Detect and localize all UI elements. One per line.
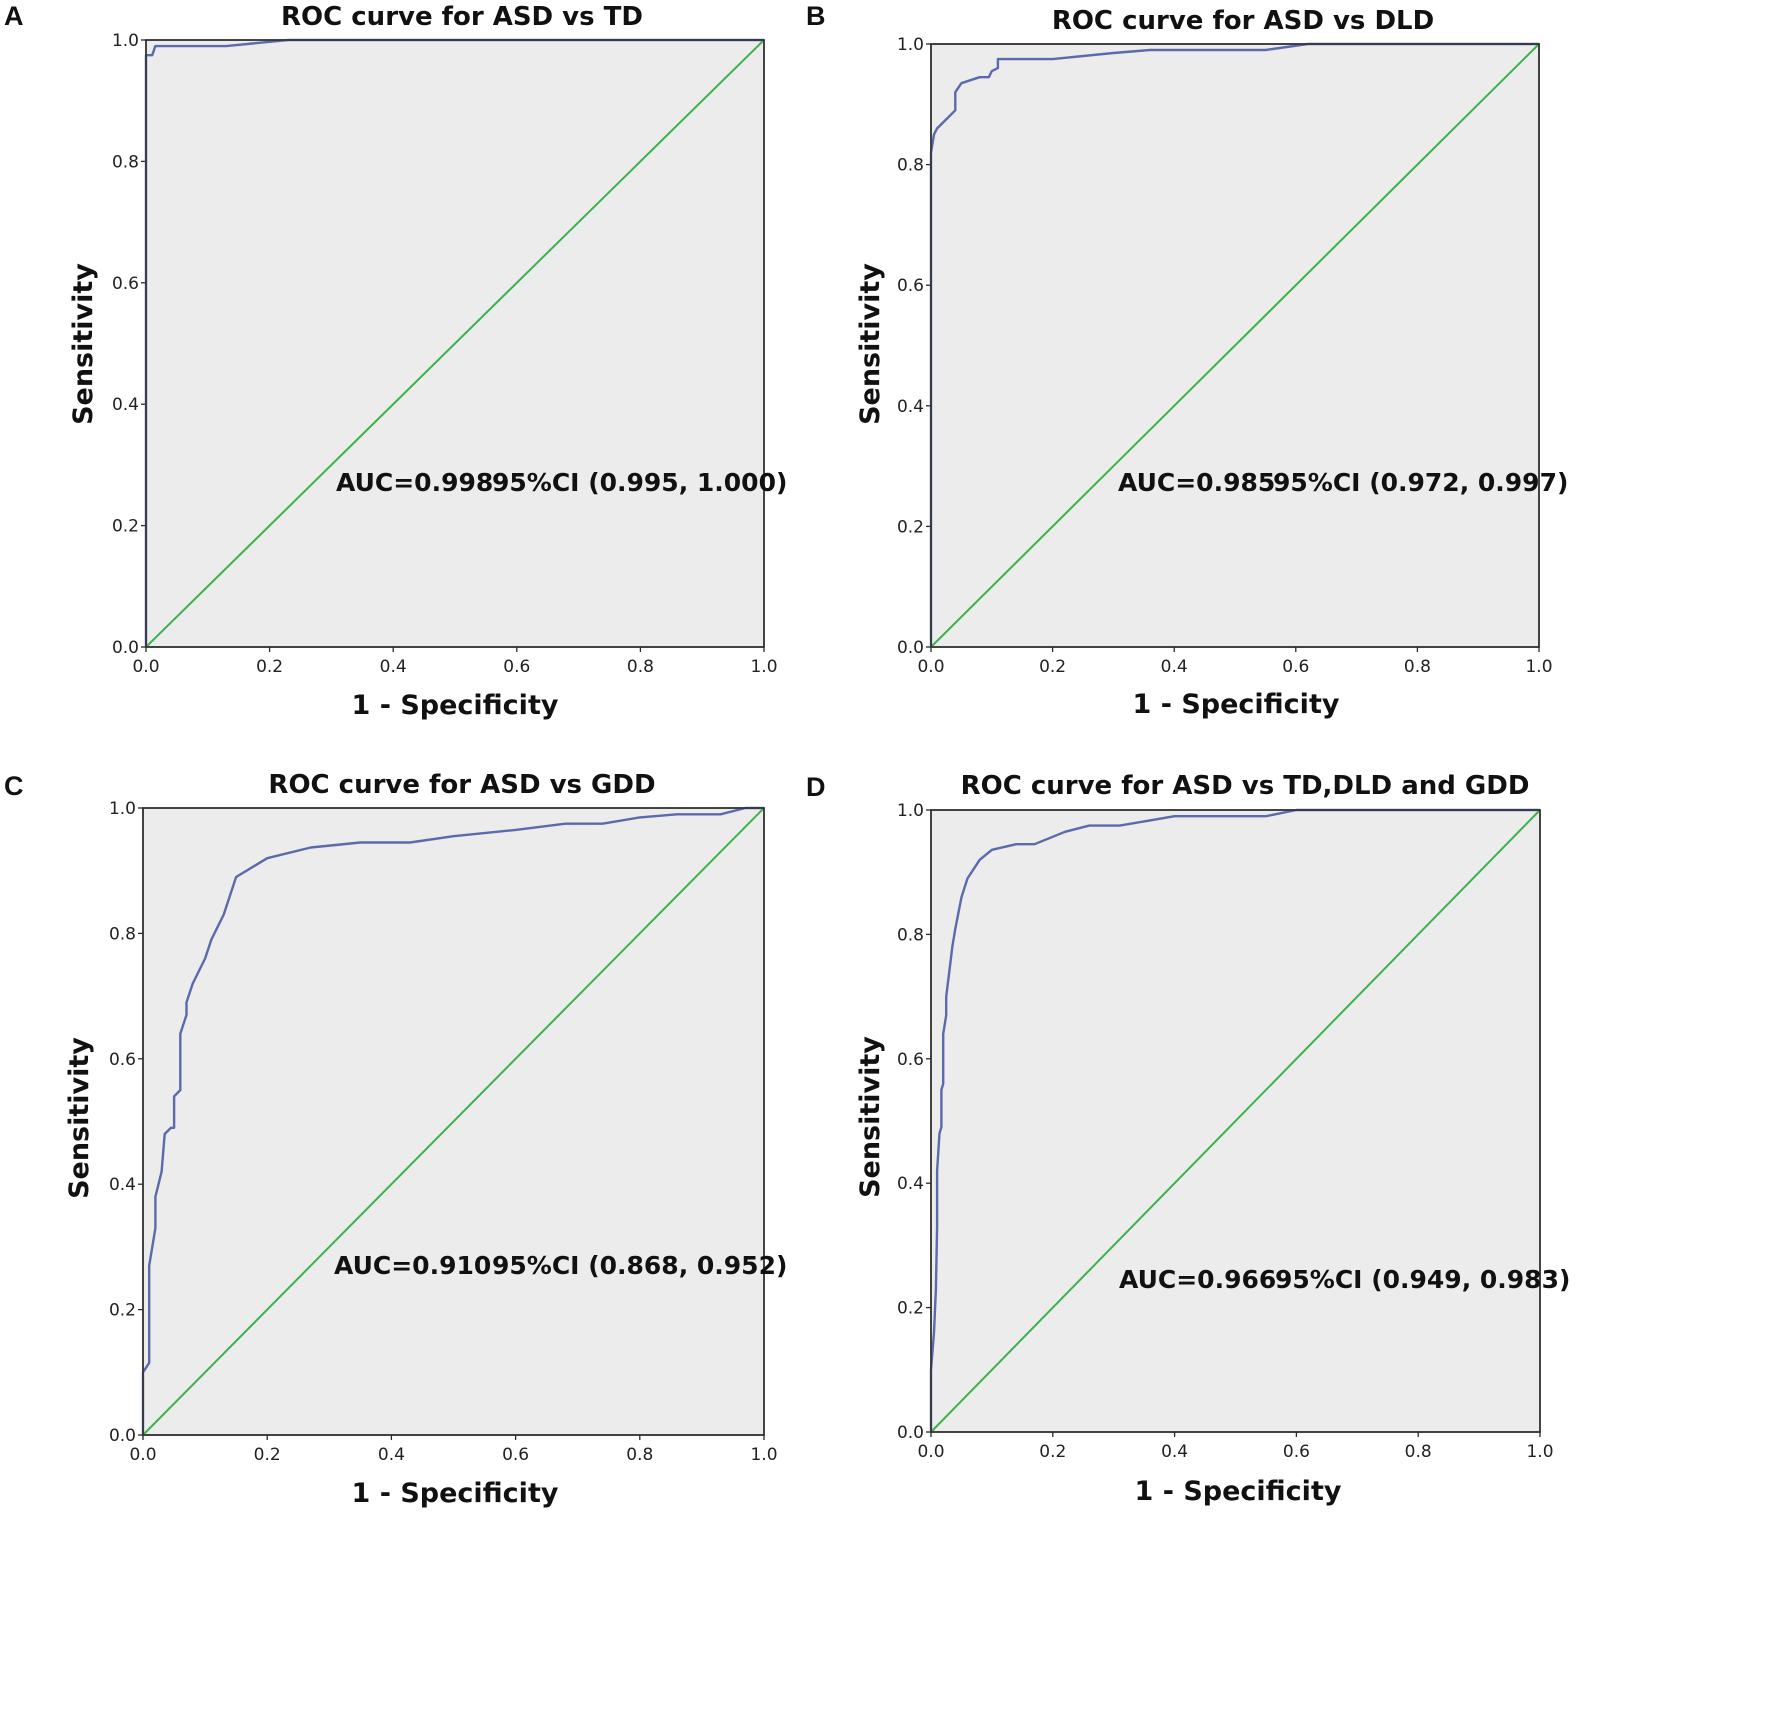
y-tick-label: 0.4 [897, 1174, 924, 1194]
x-axis-label: 1 - Specificity [352, 1478, 559, 1509]
x-tick-label: 0.2 [254, 1445, 281, 1465]
roc-curve-line [141, 806, 764, 1435]
y-tick-label: 0.8 [897, 156, 924, 176]
auc-value: AUC=0.985 [1118, 468, 1275, 497]
ci-value: 95%CI (0.995, 1.000) [492, 468, 787, 497]
x-tick-label: 0.4 [1161, 1442, 1188, 1462]
y-tick-label: 1.0 [112, 31, 139, 51]
panel-letter: B [806, 1, 826, 31]
plot-frame [930, 43, 1540, 648]
y-tick-label: 0.0 [897, 638, 924, 658]
roc-curve-line [929, 808, 1540, 1432]
x-tick-label: 0.6 [502, 1445, 529, 1465]
x-tick-label: 0.2 [256, 657, 283, 677]
y-tick-label: 0.2 [112, 517, 139, 537]
y-axis-label: Sensitivity [64, 1037, 95, 1199]
auc-value: AUC=0.966 [1119, 1265, 1276, 1294]
x-tick-label: 1.0 [1526, 1442, 1553, 1462]
reference-diagonal-line [145, 39, 765, 648]
y-tick-label: 0.6 [112, 274, 139, 294]
x-tick-label: 1.0 [750, 657, 777, 677]
x-tick-label: 0.0 [129, 1445, 156, 1465]
x-axis-label: 1 - Specificity [1133, 689, 1340, 720]
x-tick-label: 0.8 [1404, 657, 1431, 677]
y-tick-label: 0.0 [109, 1426, 136, 1446]
chart-panel-a: A ROC curve for ASD vs TD 0.0 0.2 0.4 0.6 0.8 1… [0, 0, 886, 862]
x-tick-label: 0.6 [1283, 1442, 1310, 1462]
ci-value: 95%CI (0.972, 0.997) [1273, 468, 1568, 497]
y-tick-label: 0.8 [109, 924, 136, 944]
chart-title: ROC curve for ASD vs TD [281, 2, 643, 32]
roc-chart-c: C ROC curve for ASD vs GDD 0.0 0.2 0.4 0.6 0.8… [4, 770, 787, 1509]
y-tick-label: 0.6 [897, 276, 924, 296]
x-tick-label: 0.4 [380, 657, 407, 677]
y-tick-label: 0.2 [897, 1299, 924, 1319]
y-tick-label: 0.2 [109, 1301, 136, 1321]
x-tick-label: 0.2 [1039, 1442, 1066, 1462]
x-tick-label: 0.0 [917, 657, 944, 677]
y-tick-label: 0.6 [897, 1050, 924, 1070]
ci-value: 95%CI (0.949, 0.983) [1275, 1265, 1570, 1294]
chart-panel-c: C ROC curve for ASD vs GDD 0.0 0.2 0.4 0.6 0.8… [0, 770, 886, 1724]
x-tick-label: 0.4 [1161, 657, 1188, 677]
plot-frame [930, 809, 1541, 1433]
chart-title: ROC curve for ASD vs GDD [268, 770, 655, 800]
x-tick-label: 0.0 [917, 1442, 944, 1462]
x-tick-label: 0.8 [1405, 1442, 1432, 1462]
plot-frame [142, 807, 765, 1436]
reference-diagonal-line [930, 809, 1541, 1433]
panel-letter: D [806, 772, 826, 802]
plot-frame [145, 39, 765, 648]
x-tick-label: 0.8 [627, 657, 654, 677]
reference-diagonal-line [930, 43, 1540, 648]
y-tick-label: 1.0 [897, 35, 924, 55]
y-tick-label: 0.6 [109, 1050, 136, 1070]
y-tick-label: 1.0 [109, 799, 136, 819]
roc-chart-b: B ROC curve for ASD vs DLD 0.0 0.2 0.4 0.6 0.8… [806, 1, 1568, 720]
x-tick-label: 0.8 [626, 1445, 653, 1465]
x-tick-label: 0.6 [503, 657, 530, 677]
y-axis-label: Sensitivity [855, 263, 886, 425]
y-tick-label: 1.0 [897, 801, 924, 821]
reference-diagonal-line [142, 807, 765, 1436]
y-axis-label: Sensitivity [68, 263, 99, 425]
chart-panel-d: D ROC curve for ASD vs TD,DLD and GDD 0.0 0… [806, 771, 1772, 1724]
y-tick-label: 0.4 [109, 1175, 136, 1195]
x-tick-label: 0.0 [132, 657, 159, 677]
chart-panel-b: B ROC curve for ASD vs DLD 0.0 0.2 0.4 0.6 0.8… [806, 0, 1772, 862]
y-tick-label: 0.2 [897, 517, 924, 537]
y-tick-label: 0.8 [112, 152, 139, 172]
y-tick-label: 0.0 [112, 638, 139, 658]
x-tick-label: 1.0 [750, 1445, 777, 1465]
ci-value: 95%CI (0.868, 0.952) [492, 1251, 787, 1280]
roc-chart-a: A ROC curve for ASD vs TD 0.0 0.2 0.4 0.6 0.8 1… [4, 1, 787, 721]
x-axis-label: 1 - Specificity [352, 690, 559, 721]
x-tick-label: 0.6 [1282, 657, 1309, 677]
panel-letter: C [4, 771, 24, 801]
roc-curve-line [929, 42, 1539, 647]
y-tick-label: 0.0 [897, 1423, 924, 1443]
x-axis-label: 1 - Specificity [1135, 1476, 1342, 1507]
x-tick-label: 0.4 [378, 1445, 405, 1465]
auc-value: AUC=0.910 [334, 1251, 491, 1280]
auc-value: AUC=0.998 [336, 468, 493, 497]
chart-title: ROC curve for ASD vs TD,DLD and GDD [961, 771, 1530, 801]
y-tick-label: 0.4 [897, 397, 924, 417]
chart-title: ROC curve for ASD vs DLD [1052, 6, 1434, 36]
x-tick-label: 1.0 [1525, 657, 1552, 677]
y-tick-label: 0.4 [112, 395, 139, 415]
y-tick-label: 0.8 [897, 925, 924, 945]
panel-letter: A [4, 1, 24, 31]
x-tick-label: 0.2 [1039, 657, 1066, 677]
y-axis-label: Sensitivity [855, 1036, 886, 1198]
